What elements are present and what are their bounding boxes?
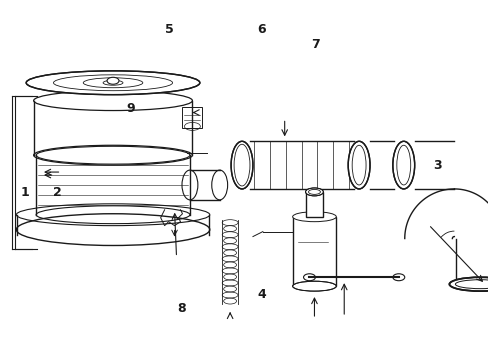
Ellipse shape	[231, 141, 253, 189]
Ellipse shape	[306, 188, 323, 196]
Ellipse shape	[449, 277, 490, 291]
Ellipse shape	[26, 71, 200, 95]
Bar	[182, 107, 202, 129]
Text: 9: 9	[126, 102, 135, 115]
Text: 1: 1	[21, 186, 29, 199]
Text: 3: 3	[433, 159, 441, 172]
Text: 5: 5	[165, 23, 174, 36]
Bar	[293, 217, 336, 286]
Text: 2: 2	[53, 186, 62, 199]
Ellipse shape	[348, 141, 370, 189]
Text: 6: 6	[258, 23, 267, 36]
Ellipse shape	[293, 281, 336, 291]
Text: 7: 7	[311, 38, 320, 51]
Text: 4: 4	[258, 288, 267, 301]
Ellipse shape	[293, 212, 336, 222]
Bar	[306, 192, 323, 217]
Text: 8: 8	[177, 302, 186, 315]
Ellipse shape	[393, 141, 415, 189]
Ellipse shape	[107, 77, 119, 84]
